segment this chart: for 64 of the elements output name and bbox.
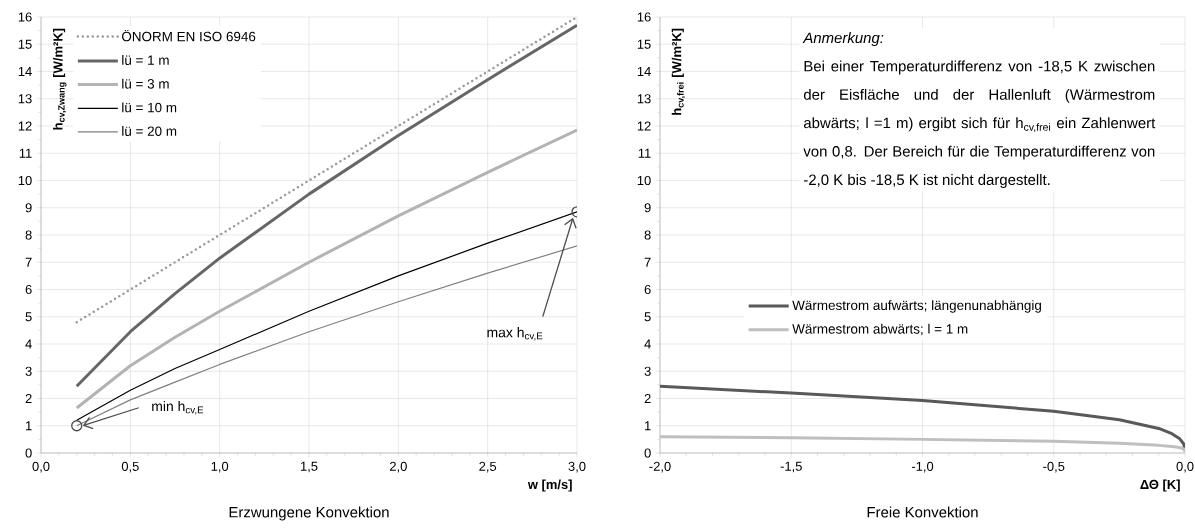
y-tick-label: 9 <box>25 203 32 213</box>
y-tick-label: 0 <box>644 448 651 458</box>
text: Freie Konvektion <box>867 506 978 518</box>
annotation: max h$_{cv,E}$ <box>487 327 543 341</box>
y-tick-label: 2 <box>25 393 32 404</box>
y-tick-label: 11 <box>638 148 651 158</box>
x-tick-label: -2,0 <box>649 461 671 473</box>
legend-label: lü = 3 m <box>122 78 169 89</box>
legend-label: Wärmestrom aufwärts; längenunabhängig <box>792 300 1041 313</box>
y-tick-label: 6 <box>644 284 651 295</box>
y-tick-label: 14 <box>637 67 651 76</box>
y-tick-label: 5 <box>644 312 651 322</box>
y-tick-label: 15 <box>637 39 651 49</box>
x-tick-label: 1,5 <box>300 461 318 473</box>
y-axis-title: h$_{cv,Zwang}$ [W/m²K] <box>53 28 67 130</box>
x-tick-label: -1,5 <box>780 461 802 473</box>
y-tick-label: 13 <box>637 94 651 104</box>
x-tick-label: -1,0 <box>911 461 934 473</box>
x-tick-label: 1,0 <box>211 461 229 473</box>
legend-label: lü = 10 m <box>122 102 177 113</box>
y-tick-label: 15 <box>18 39 32 49</box>
y-tick-label: 7 <box>644 257 651 267</box>
y-tick-label: 10 <box>18 175 32 186</box>
y-tick-label: 2 <box>644 393 651 404</box>
y-tick-label: 12 <box>18 121 32 131</box>
y-tick-label: 4 <box>644 339 651 349</box>
y-tick-label: 12 <box>637 121 651 131</box>
x-tick-label: 2,5 <box>479 461 497 473</box>
legend-label: lü = 20 m <box>122 126 177 136</box>
y-tick-label: 3 <box>644 366 651 376</box>
y-tick-label: 4 <box>25 339 32 349</box>
y-tick-label: 14 <box>18 67 32 76</box>
x-tick-label: 0,0 <box>1176 461 1194 473</box>
y-tick-label: 11 <box>19 148 32 158</box>
y-tick-label: 8 <box>644 230 651 240</box>
annotation: Anmerkung: <box>802 32 884 47</box>
x-tick-label: 0,0 <box>32 461 50 473</box>
legend-label: lü = 1 m <box>122 55 169 65</box>
y-axis-title: h$_{cv,frei}$ [W/m²K] <box>671 28 686 115</box>
x-tick-label: -0,5 <box>1043 461 1065 473</box>
x-tick-label: 0,5 <box>121 461 139 473</box>
y-tick-label: 0 <box>25 448 32 458</box>
legend-label: ÖNORM EN ISO 6946 <box>121 29 256 42</box>
y-tick-label: 6 <box>25 284 32 295</box>
y-tick-label: 9 <box>644 203 651 213</box>
x-axis-title: w [m/s] <box>527 479 572 492</box>
line-series <box>75 23 578 388</box>
legend-label: Wärmestrom abwärts; l = 1 m <box>792 323 968 336</box>
y-tick-label: 5 <box>25 312 32 322</box>
annotation: min h$_{cv,E}$ <box>152 400 204 415</box>
y-tick-label: 16 <box>18 12 32 22</box>
y-tick-label: 1 <box>26 421 32 431</box>
y-tick-label: 16 <box>637 12 651 22</box>
y-tick-label: 3 <box>25 366 32 376</box>
y-tick-label: 8 <box>25 230 32 240</box>
text: Erzwungene Konvektion <box>229 506 389 521</box>
x-tick-label: 3,0 <box>568 461 586 473</box>
y-tick-label: 10 <box>637 175 651 186</box>
x-axis-title: ΔΘ [K] <box>1140 479 1180 492</box>
y-tick-label: 1 <box>645 421 651 431</box>
x-tick-label: 2,0 <box>389 461 407 473</box>
annotation: Bei einer Temperaturdifferenz von -18,5 K zwischen der Eisfläche und der Hallenluft (Wärmestrom abwärts; l =1 m) ergibt sich für h$_{cv,frei}$ ein Zahlenwert von 0,8. Der Bereich für die Temperaturdifferenz von -2,0 K bis -18,5 K ist nicht dargestellt. <box>803 60 1156 188</box>
y-tick-label: 7 <box>25 257 32 267</box>
y-tick-label: 13 <box>18 94 32 104</box>
